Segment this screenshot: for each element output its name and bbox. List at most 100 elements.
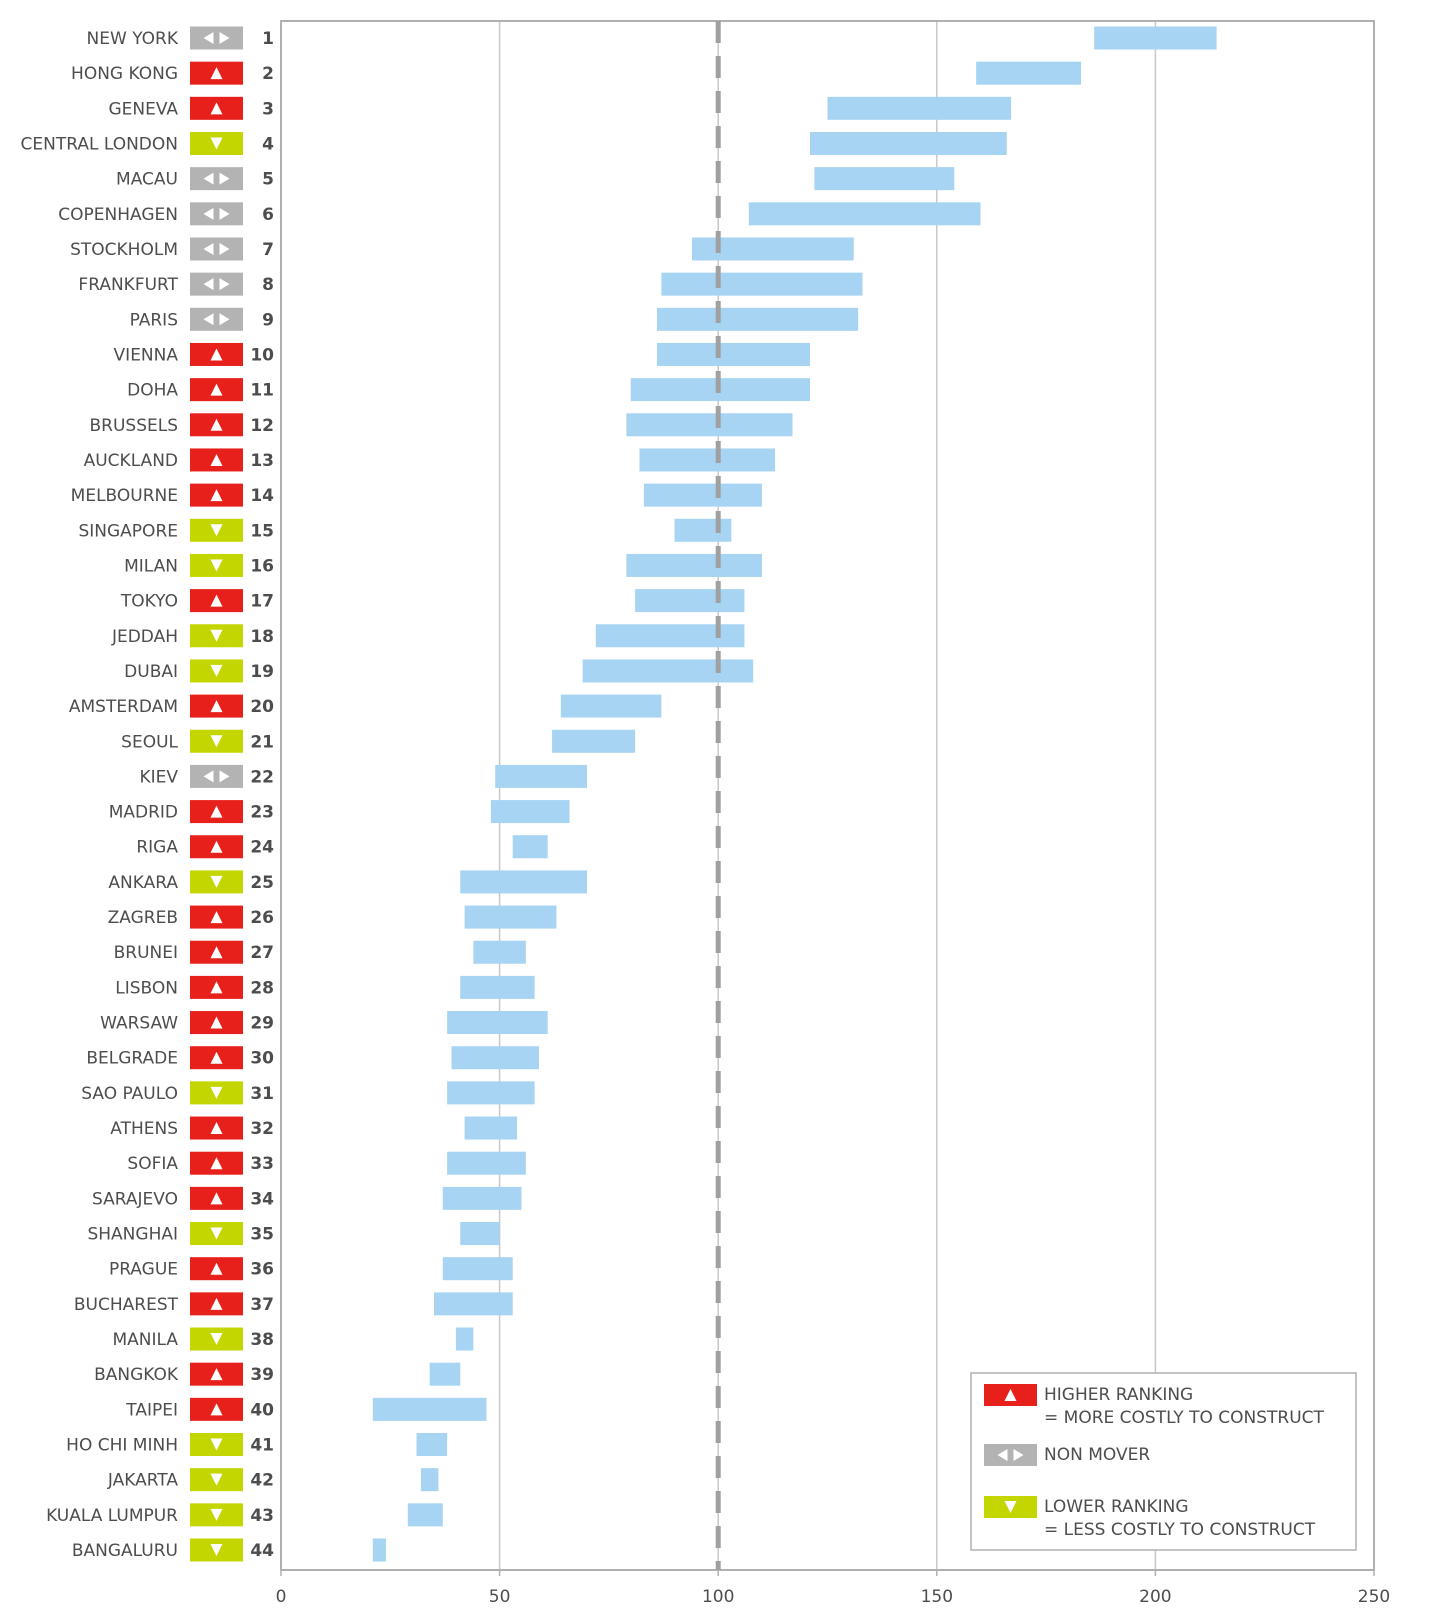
badge-icon (210, 1403, 223, 1416)
bar (560, 694, 662, 718)
category-label: JAKARTA (107, 1471, 178, 1491)
badge-icon (210, 946, 223, 959)
category-label: SAO PAULO (81, 1084, 178, 1104)
bar (976, 61, 1082, 85)
category-label: SEOUL (121, 732, 178, 752)
bar (464, 1116, 518, 1140)
rank-label: 36 (250, 1260, 274, 1280)
badge-icon (210, 1016, 223, 1029)
category-label: COPENHAGEN (58, 205, 178, 225)
badge-icon (210, 1297, 223, 1310)
bar (626, 413, 793, 437)
bar (595, 624, 745, 648)
rank-label: 34 (250, 1189, 274, 1209)
bar (643, 483, 762, 507)
legend-label: = LESS COSTLY TO CONSTRUCT (1044, 1520, 1316, 1540)
bar (372, 1538, 386, 1562)
movement-badge (190, 26, 243, 50)
category-label: JEDDAH (111, 627, 178, 647)
category-label: NEW YORK (87, 29, 179, 49)
badge-icon (210, 102, 223, 115)
category-label: GENEVA (108, 99, 178, 119)
category-label: KUALA LUMPUR (46, 1506, 178, 1526)
category-label: WARSAW (100, 1014, 178, 1034)
bar (447, 1081, 535, 1105)
x-tick-label: 100 (702, 1587, 734, 1607)
category-label: HO CHI MINH (66, 1436, 178, 1456)
bar (656, 307, 859, 331)
badge-icon (210, 1086, 223, 1099)
bar (460, 870, 588, 894)
x-tick-label: 150 (921, 1587, 953, 1607)
rank-label: 15 (250, 521, 274, 541)
category-label: HONG KONG (71, 64, 178, 84)
bar (639, 448, 776, 472)
rank-label: 4 (262, 134, 274, 154)
bar (460, 975, 535, 999)
category-label: BRUSSELS (89, 416, 178, 436)
badge-icon (210, 594, 223, 607)
bar (451, 1046, 539, 1070)
badge-icon (210, 67, 223, 80)
bar (490, 800, 570, 824)
rank-label: 40 (250, 1400, 274, 1420)
badge-icon (210, 981, 223, 994)
badge-icon (210, 524, 223, 537)
badge-icon (219, 770, 230, 783)
badge-icon (1004, 1389, 1017, 1401)
bar (447, 1151, 526, 1175)
category-label: BRUNEI (114, 943, 178, 963)
category-label: FRANKFURT (78, 275, 178, 295)
bar (460, 1222, 500, 1246)
bar (1094, 26, 1217, 50)
bar (420, 1468, 439, 1492)
x-tick-label: 250 (1358, 1587, 1390, 1607)
category-label: ATHENS (110, 1119, 178, 1139)
rank-label: 8 (262, 275, 274, 295)
badge-icon (210, 735, 223, 748)
bar (674, 518, 732, 542)
bar (416, 1433, 448, 1457)
movement-badge (190, 167, 243, 191)
badge-icon (210, 1544, 223, 1556)
category-label: BUCHAREST (74, 1295, 179, 1315)
bar (512, 835, 548, 859)
rank-label: 13 (250, 451, 274, 471)
category-label: ZAGREB (108, 908, 178, 928)
rank-label: 17 (250, 592, 274, 612)
bar (635, 589, 745, 613)
badge-icon (210, 1122, 223, 1135)
badge-icon (210, 489, 223, 502)
x-tick-label: 0 (276, 1587, 287, 1607)
category-label: SHANGHAI (87, 1225, 178, 1245)
bar (656, 342, 811, 366)
badge-icon (210, 418, 223, 431)
badge-icon (219, 32, 230, 44)
rank-label: 31 (250, 1084, 274, 1104)
badge-icon (210, 840, 223, 853)
category-label: MELBOURNE (71, 486, 178, 506)
badge-icon (210, 383, 223, 396)
movement-badge (190, 202, 243, 226)
category-label: BANGKOK (94, 1365, 179, 1385)
movement-badge (984, 1444, 1037, 1466)
rank-label: 37 (250, 1295, 274, 1315)
bar (810, 131, 1007, 155)
category-label: SARAJEVO (92, 1189, 178, 1209)
category-label: LISBON (115, 978, 178, 998)
category-label: RIGA (136, 838, 178, 858)
badge-icon (210, 1051, 223, 1064)
rank-label: 9 (262, 310, 274, 330)
badge-icon (210, 700, 223, 713)
rank-label: 41 (250, 1436, 274, 1456)
bar (455, 1327, 474, 1351)
bar (495, 764, 588, 788)
bar (442, 1186, 522, 1210)
bar (464, 905, 557, 929)
movement-badge (190, 307, 243, 331)
bar (442, 1257, 513, 1281)
rank-label: 43 (250, 1506, 274, 1526)
bar (582, 659, 754, 683)
badge-icon (210, 1333, 223, 1346)
